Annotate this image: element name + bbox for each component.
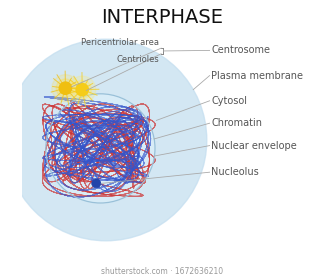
Text: Centrosome: Centrosome [211,45,270,55]
Circle shape [92,179,101,188]
Circle shape [46,94,155,203]
Text: INTERPHASE: INTERPHASE [101,8,223,27]
Circle shape [73,80,91,99]
Text: Nuclear envelope: Nuclear envelope [211,141,297,151]
Circle shape [5,39,207,241]
Circle shape [56,79,75,97]
Circle shape [69,76,96,103]
Text: Nucleolus: Nucleolus [211,167,259,177]
Text: Chromatin: Chromatin [211,118,262,128]
Circle shape [76,83,88,96]
Text: Cytosol: Cytosol [211,96,247,106]
Text: Centrioles: Centrioles [116,55,159,64]
Circle shape [59,82,72,94]
Text: shutterstock.com · 1672636210: shutterstock.com · 1672636210 [101,267,223,276]
Text: Plasma membrane: Plasma membrane [211,71,303,81]
Text: Pericentriolar area: Pericentriolar area [81,38,159,47]
Circle shape [52,75,79,102]
